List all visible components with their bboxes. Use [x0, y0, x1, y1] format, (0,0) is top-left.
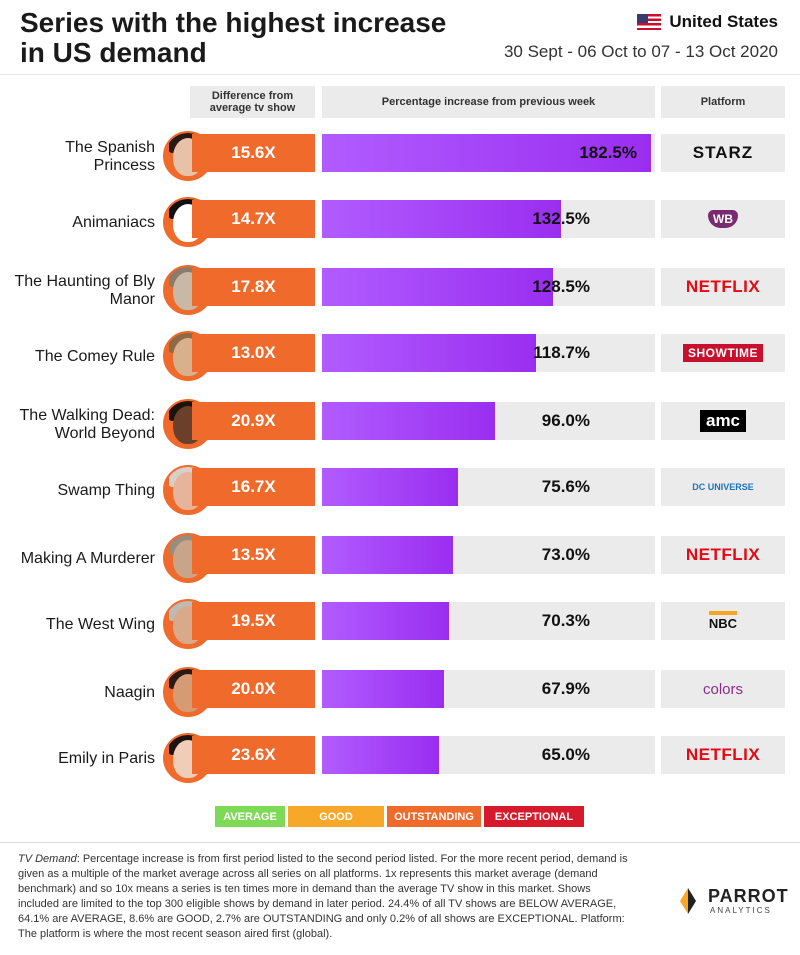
- table-row: Swamp Thing 16.7X 75.6% DC UNIVERSE: [0, 462, 800, 520]
- platform-name: NETFLIX: [685, 745, 761, 764]
- footnote-text: : Percentage increase is from first peri…: [18, 853, 628, 940]
- difference-label: 13.0X: [192, 334, 315, 372]
- platform-name: DC UNIVERSE: [692, 482, 754, 492]
- difference-label: 20.0X: [192, 670, 315, 708]
- data-label: 182.5%: [579, 143, 637, 162]
- bar: [322, 602, 449, 640]
- difference-label: 20.9X: [192, 402, 315, 440]
- series-name: Naagin: [104, 684, 155, 701]
- series-name: The West Wing: [45, 616, 155, 633]
- column-header-platform: Platform: [661, 86, 785, 118]
- table-row: The Haunting of Bly Manor 17.8X 128.5% NETF…: [0, 262, 800, 320]
- platform-logo: SHOWTIME: [661, 334, 785, 372]
- platform-logo: WB: [661, 200, 785, 238]
- legend-item: GOOD: [288, 806, 384, 827]
- platform-logo: NETFLIX: [661, 736, 785, 774]
- difference-label: 23.6X: [192, 736, 315, 774]
- platform-name: NETFLIX: [685, 277, 761, 296]
- difference-label: 17.8X: [192, 268, 315, 306]
- bar: [322, 334, 536, 372]
- parrot-logo-icon: [680, 888, 696, 914]
- platform-name: colors: [702, 680, 743, 698]
- bar: [322, 736, 439, 774]
- footnote: TV Demand: Percentage increase is from f…: [18, 852, 630, 942]
- table-row: Making A Murderer 13.5X 73.0% NETFLIX: [0, 530, 800, 588]
- bar: [322, 268, 553, 306]
- page-title: Series with the highest increase in US d…: [20, 7, 447, 68]
- bar: [322, 134, 651, 172]
- platform-logo: STARZ: [661, 134, 785, 172]
- platform-name: NETFLIX: [685, 545, 761, 564]
- series-name: The Comey Rule: [34, 348, 155, 365]
- parrot-analytics-logo: PARROT ANALYTICS: [676, 884, 789, 920]
- series-name: Animaniacs: [72, 214, 155, 231]
- series-name: Making A Murderer: [20, 550, 155, 567]
- bar: [322, 670, 444, 708]
- difference-label: 15.6X: [192, 134, 315, 172]
- period-label: 30 Sept - 06 Oct to 07 - 13 Oct 2020: [503, 42, 778, 61]
- table-row: The Spanish Princess 15.6X 182.5% STARZ: [0, 128, 800, 186]
- header-divider: [0, 74, 800, 75]
- region-label: United States: [637, 12, 778, 32]
- column-header-percentage: Percentage increase from previous week: [322, 86, 655, 118]
- difference-label: 14.7X: [192, 200, 315, 238]
- brand-sub: ANALYTICS: [710, 906, 772, 915]
- brand-name: PARROT: [708, 886, 789, 906]
- data-label: 65.0%: [541, 745, 590, 764]
- legend-item: AVERAGE: [215, 806, 285, 827]
- platform-name: NBC: [708, 611, 738, 631]
- data-label: 96.0%: [541, 411, 590, 430]
- table-row: The Comey Rule 13.0X 118.7% SHOWTIME: [0, 328, 800, 386]
- bar: [322, 536, 453, 574]
- bar: [322, 402, 495, 440]
- legend-item: EXCEPTIONAL: [484, 806, 584, 827]
- platform-logo: colors: [661, 670, 785, 708]
- platform-name: STARZ: [692, 143, 754, 162]
- platform-name: amc: [699, 410, 747, 432]
- bar: [322, 200, 561, 238]
- footer-divider: [0, 842, 800, 843]
- series-name: The Spanish Princess: [65, 139, 155, 174]
- platform-logo: NETFLIX: [661, 268, 785, 306]
- data-label: 118.7%: [533, 343, 590, 362]
- bar: [322, 468, 458, 506]
- difference-label: 16.7X: [192, 468, 315, 506]
- column-header-difference: Difference from average tv show: [190, 86, 315, 118]
- platform-logo: DC UNIVERSE: [661, 468, 785, 506]
- platform-name: WB: [708, 210, 738, 228]
- platform-name: SHOWTIME: [683, 344, 763, 362]
- data-label: 70.3%: [541, 611, 590, 630]
- data-label: 67.9%: [541, 679, 590, 698]
- table-row: Animaniacs 14.7X 132.5% WB: [0, 194, 800, 252]
- table-row: The West Wing 19.5X 70.3% NBC: [0, 596, 800, 654]
- series-name: Swamp Thing: [57, 482, 155, 499]
- data-label: 75.6%: [541, 477, 590, 496]
- series-name: The Haunting of Bly Manor: [14, 273, 155, 308]
- table-row: Naagin 20.0X 67.9% colors: [0, 664, 800, 722]
- table-row: The Walking Dead: World Beyond 20.9X 96.0%…: [0, 396, 800, 454]
- table-row: Emily in Paris 23.6X 65.0% NETFLIX: [0, 730, 800, 788]
- legend-item: OUTSTANDING: [387, 806, 481, 827]
- platform-logo: NBC: [661, 602, 785, 640]
- region-text: United States: [669, 12, 778, 31]
- data-label: 73.0%: [541, 545, 590, 564]
- difference-label: 19.5X: [192, 602, 315, 640]
- us-flag-icon: [637, 14, 662, 30]
- series-name: The Walking Dead: World Beyond: [19, 407, 155, 442]
- difference-label: 13.5X: [192, 536, 315, 574]
- data-label: 132.5%: [532, 209, 590, 228]
- platform-logo: NETFLIX: [661, 536, 785, 574]
- platform-logo: amc: [661, 402, 785, 440]
- footnote-lead: TV Demand: [18, 853, 77, 865]
- series-name: Emily in Paris: [58, 750, 155, 767]
- data-label: 128.5%: [532, 277, 590, 296]
